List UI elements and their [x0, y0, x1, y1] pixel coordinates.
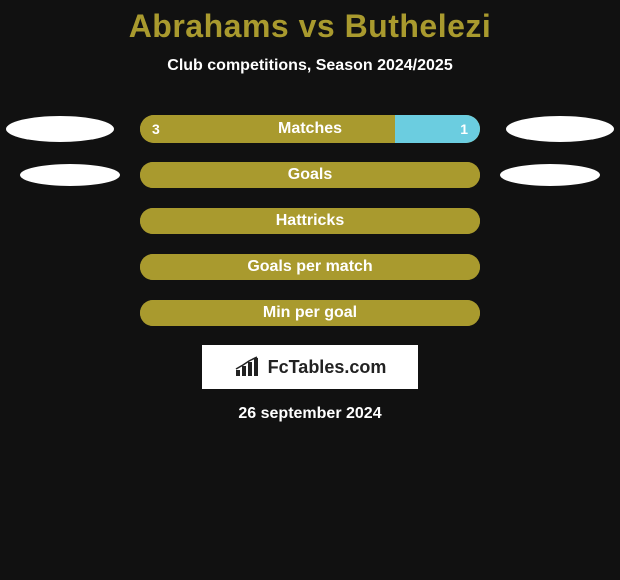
date-text: 26 september 2024	[0, 405, 620, 423]
stat-row: Goals	[0, 161, 620, 189]
right-value-oval	[500, 164, 600, 186]
stat-bar: Goals per match	[140, 254, 480, 280]
stat-bar: Min per goal	[140, 300, 480, 326]
left-value-oval	[20, 164, 120, 186]
chart-icon	[234, 356, 262, 378]
stat-label: Matches	[140, 115, 480, 143]
stat-label: Min per goal	[140, 300, 480, 326]
stat-bar: Hattricks	[140, 208, 480, 234]
stat-row: Hattricks	[0, 207, 620, 235]
stat-value-left: 3	[152, 115, 160, 143]
left-value-oval	[6, 116, 114, 142]
right-value-oval	[506, 116, 614, 142]
comparison-rows: Matches3 1 Goals Hattricks Goals per match Mi…	[0, 115, 620, 327]
stat-row: Matches3 1	[0, 115, 620, 143]
stat-label: Goals per match	[140, 254, 480, 280]
stat-row: Goals per match	[0, 253, 620, 281]
comparison-title: Abrahams vs Buthelezi	[0, 0, 620, 45]
logo-text: FcTables.com	[268, 357, 387, 378]
stat-value-right: 1	[460, 115, 468, 143]
comparison-subtitle: Club competitions, Season 2024/2025	[0, 57, 620, 75]
stat-label: Goals	[140, 162, 480, 188]
stat-bar: Goals	[140, 162, 480, 188]
stat-label: Hattricks	[140, 208, 480, 234]
stat-row: Min per goal	[0, 299, 620, 327]
logo-box: FcTables.com	[202, 345, 418, 389]
stat-bar: Matches3 1	[140, 115, 480, 143]
